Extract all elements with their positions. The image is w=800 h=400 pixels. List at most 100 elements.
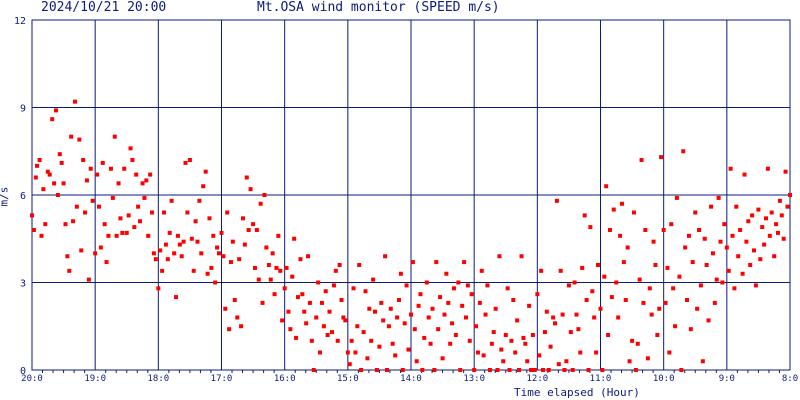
data-point xyxy=(211,233,216,238)
data-point xyxy=(61,181,66,186)
data-point xyxy=(288,327,293,332)
data-point xyxy=(195,239,200,244)
data-point xyxy=(657,306,662,311)
data-point xyxy=(426,315,431,320)
data-point xyxy=(763,216,768,221)
data-point xyxy=(369,338,374,343)
x-tick-label: 14:0 xyxy=(400,374,422,384)
x-tick-label: 18:0 xyxy=(147,374,169,384)
data-point xyxy=(307,300,312,305)
data-point xyxy=(783,169,788,174)
data-point xyxy=(333,268,338,273)
data-point xyxy=(570,368,575,372)
x-tick-label: 12:0 xyxy=(526,374,548,384)
data-point xyxy=(199,251,204,256)
data-point xyxy=(734,204,739,209)
data-point xyxy=(732,286,737,291)
data-point xyxy=(574,312,579,317)
data-point xyxy=(746,219,751,224)
data-point xyxy=(595,263,600,267)
data-point xyxy=(788,193,792,197)
data-point xyxy=(688,327,693,332)
data-point xyxy=(189,236,194,241)
data-point xyxy=(341,315,346,320)
data-point xyxy=(446,300,451,305)
data-point xyxy=(396,298,401,302)
data-point xyxy=(529,368,534,372)
x-tick-label: 9:0 xyxy=(719,374,735,384)
data-point xyxy=(274,265,279,270)
data-point xyxy=(156,286,161,291)
data-point xyxy=(460,303,465,308)
data-point xyxy=(730,233,735,238)
data-point xyxy=(607,228,612,232)
data-point xyxy=(756,207,761,212)
data-point xyxy=(572,280,577,285)
data-point xyxy=(769,210,774,215)
data-point xyxy=(760,225,765,230)
data-point xyxy=(363,289,368,294)
data-point xyxy=(564,359,569,364)
data-point xyxy=(146,233,151,238)
data-point xyxy=(663,300,668,305)
data-point xyxy=(616,315,621,320)
data-point xyxy=(418,292,423,297)
x-tick-label: 19:0 xyxy=(84,374,106,384)
data-point xyxy=(98,245,103,250)
data-point xyxy=(284,265,289,270)
data-point xyxy=(772,254,777,259)
data-point xyxy=(118,216,123,221)
data-point xyxy=(337,263,342,267)
data-point xyxy=(467,338,472,343)
data-point xyxy=(544,309,549,314)
data-point xyxy=(779,213,784,218)
data-point xyxy=(381,318,386,323)
data-point xyxy=(736,254,741,259)
data-point xyxy=(530,333,535,337)
data-point xyxy=(221,254,226,259)
data-point xyxy=(69,134,74,139)
data-point xyxy=(785,204,790,209)
data-point xyxy=(128,146,133,151)
data-point xyxy=(424,280,429,285)
data-point xyxy=(126,213,131,218)
data-point xyxy=(95,172,100,177)
data-point xyxy=(254,228,259,232)
data-point xyxy=(251,222,256,227)
data-point xyxy=(525,359,530,364)
data-point xyxy=(213,280,218,285)
data-point xyxy=(693,210,698,215)
data-point xyxy=(630,338,635,343)
data-point xyxy=(240,216,245,221)
data-point xyxy=(96,204,101,209)
data-point xyxy=(681,149,686,154)
data-point xyxy=(386,324,391,329)
data-point xyxy=(511,298,516,302)
data-point xyxy=(124,230,129,235)
data-point xyxy=(400,368,405,372)
data-point xyxy=(130,158,135,162)
data-point xyxy=(383,254,388,259)
data-point xyxy=(580,265,585,270)
data-point xyxy=(90,198,95,203)
data-point xyxy=(55,193,60,197)
data-point xyxy=(430,306,435,311)
data-point xyxy=(325,333,330,337)
data-point xyxy=(440,356,445,361)
data-point xyxy=(535,292,540,297)
data-point xyxy=(619,201,624,206)
data-point xyxy=(495,368,500,372)
data-point xyxy=(187,158,192,162)
data-point xyxy=(179,254,184,259)
data-point xyxy=(625,245,630,250)
data-point xyxy=(537,353,542,358)
data-point xyxy=(643,228,648,232)
data-point xyxy=(542,330,547,335)
data-point xyxy=(225,210,230,215)
data-point xyxy=(232,298,237,302)
data-point xyxy=(673,324,678,329)
data-point xyxy=(474,324,479,329)
data-point xyxy=(215,245,220,250)
data-point xyxy=(374,368,379,372)
